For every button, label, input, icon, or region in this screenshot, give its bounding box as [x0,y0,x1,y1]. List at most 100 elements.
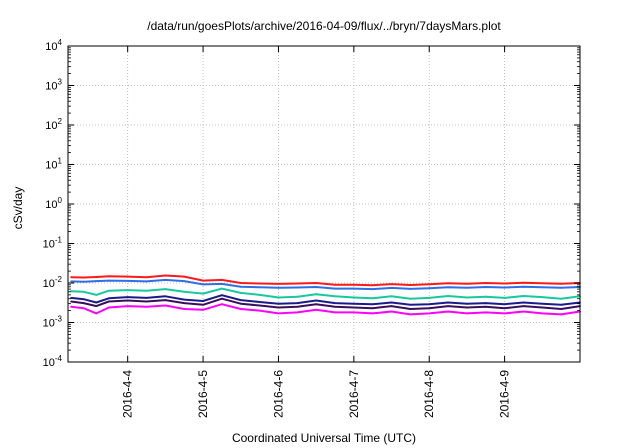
data-point [296,295,299,298]
data-point [409,313,412,316]
data-point [334,311,336,314]
data-point [202,292,205,295]
data-point [164,288,167,290]
data-point [560,313,563,316]
data-point [484,282,487,284]
data-point [107,306,110,309]
data-point [409,303,412,306]
data-point [371,288,374,290]
data-point [183,290,186,293]
data-point [390,310,393,313]
data-point [239,285,242,288]
y-tick-label: 100 [45,196,62,211]
data-point [95,312,98,315]
data-point [239,308,242,310]
data-point [428,297,431,299]
y-tick-label: 103 [45,78,62,93]
data-point [560,297,563,300]
data-point [315,282,317,284]
data-point [296,302,299,304]
data-point [296,311,299,314]
data-point [484,302,487,304]
data-point [522,310,525,313]
data-point [503,282,506,285]
data-point [334,287,336,290]
data-point [522,285,525,288]
data-point [503,297,506,299]
data-point [82,290,85,293]
data-point [82,280,85,283]
data-point [107,289,110,292]
x-tick-label: 2016-4-8 [422,370,436,418]
data-point [82,302,85,304]
y-tick-label: 104 [45,38,62,53]
data-point [258,282,261,285]
data-point [296,286,299,289]
data-point [95,294,98,296]
data-point [202,283,205,286]
data-point [371,303,374,306]
data-point [409,284,412,286]
data-point [352,306,355,309]
data-point [522,301,525,304]
data-point [466,286,468,289]
data-point [221,283,223,285]
data-point [352,287,355,290]
x-tick-label: 2016-4-7 [347,370,361,418]
data-point [95,301,98,304]
data-point [277,296,280,299]
grid [68,46,580,362]
data-point [239,292,242,294]
data-point [522,305,525,307]
data-point [409,288,412,290]
data-point [334,305,336,308]
data-point [145,297,148,299]
data-point [503,286,506,289]
data-point [183,298,186,301]
data-point [484,305,487,308]
data-point [447,301,449,304]
data-point [145,305,148,308]
data-point [145,289,148,292]
data-point [277,312,280,315]
x-tick-label: 2016-4-4 [121,370,135,418]
data-point [183,280,186,282]
data-point [371,297,374,300]
data-point [352,311,355,314]
data-point [466,312,468,315]
tick-layer: 10-4 10-3 10-2 10-1 100 101 102 103 104 2016-4-4 2… [43,38,580,418]
y-axis-label: cSv/day [11,187,25,230]
series-layer [70,274,581,316]
data-point [352,296,355,299]
data-point [371,312,374,315]
data-point [447,295,449,297]
data-point [70,300,72,303]
data-point [541,282,544,285]
data-point [202,303,205,306]
data-point [560,303,563,306]
y-tick-label: 10-4 [43,354,63,369]
data-point [126,305,129,307]
data-point [107,297,110,300]
data-point [221,297,223,300]
data-point [466,296,468,299]
chart-title: /data/run/goesPlots/archive/2016-04-09/f… [147,19,501,33]
data-point [315,299,317,302]
data-point [82,298,85,301]
series-5 [70,274,581,287]
data-point [126,299,129,302]
data-point [352,283,355,286]
data-point [466,302,468,305]
data-point [202,308,205,311]
data-point [239,282,242,284]
data-point [258,294,261,296]
data-point [541,302,544,305]
data-point [95,280,98,282]
x-axis-label: Coordinated Universal Time (UTC) [232,431,416,445]
data-point [390,287,393,289]
data-point [334,283,336,286]
data-point [447,282,449,285]
data-point [296,282,299,285]
series-0 [70,303,581,316]
data-point [560,308,563,310]
